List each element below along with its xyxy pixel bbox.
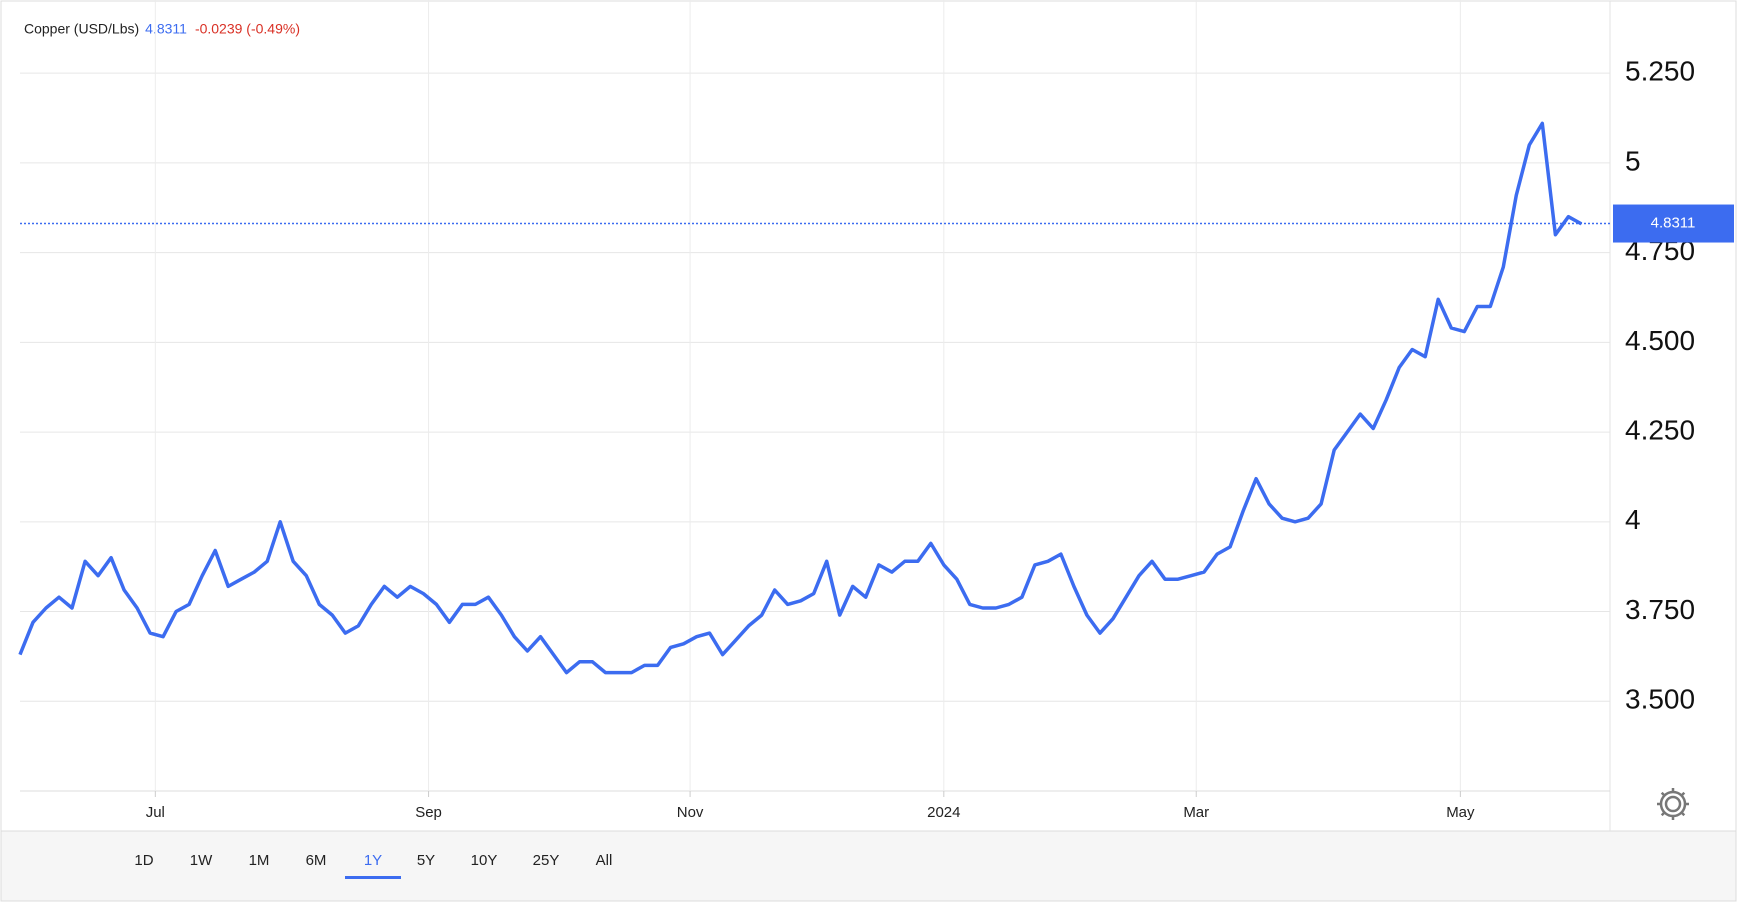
y-tick-label: 5	[1625, 145, 1641, 176]
last-price: 4.8311	[145, 21, 187, 37]
range-button[interactable]: 1D	[134, 852, 153, 869]
y-tick-label: 5.250	[1625, 56, 1695, 87]
x-tick-label: Jul	[146, 804, 165, 821]
range-button[interactable]: 1M	[249, 852, 270, 869]
y-tick-label: 4.500	[1625, 325, 1695, 356]
y-tick-label: 4.250	[1625, 414, 1695, 445]
x-tick-label: Mar	[1183, 804, 1209, 821]
range-button[interactable]: 10Y	[471, 852, 498, 869]
last-price-badge	[1613, 204, 1734, 243]
y-tick-label: 4	[1625, 504, 1641, 535]
range-button[interactable]: 25Y	[533, 852, 560, 869]
toolbar	[0, 830, 1737, 902]
range-button[interactable]: 6M	[306, 852, 327, 869]
x-tick-label: Sep	[415, 804, 442, 821]
settings-icon[interactable]	[1657, 788, 1689, 820]
range-button-underline	[345, 876, 401, 879]
range-button[interactable]: 5Y	[417, 852, 435, 869]
range-button[interactable]: 1Y	[364, 852, 382, 869]
x-tick-label: May	[1446, 804, 1475, 821]
y-tick-label: 3.500	[1625, 684, 1695, 715]
x-tick-label: 2024	[927, 804, 960, 821]
price-line	[18, 121, 1583, 675]
series-name: Copper (USD/Lbs)	[24, 21, 139, 37]
range-button[interactable]: All	[596, 852, 613, 869]
x-tick-label: Nov	[677, 804, 704, 821]
range-button[interactable]: 1W	[190, 852, 213, 869]
price-change: -0.0239 (-0.49%)	[195, 21, 300, 37]
y-tick-label: 3.750	[1625, 594, 1695, 625]
last-price-badge-label: 4.8311	[1651, 214, 1696, 231]
